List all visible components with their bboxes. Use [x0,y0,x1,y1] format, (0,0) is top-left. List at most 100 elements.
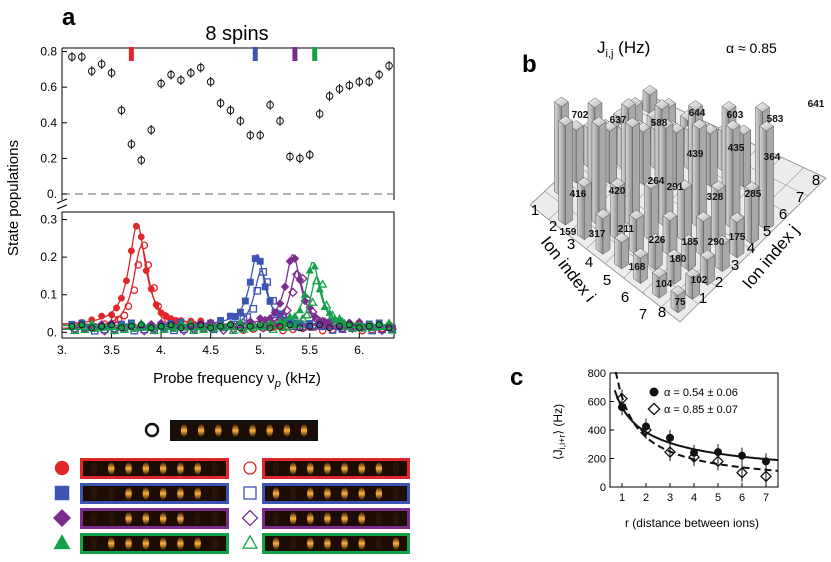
point-green-open [311,275,322,285]
data-point [87,67,96,75]
ion [392,487,400,500]
reference-point [187,322,195,330]
ion [90,512,98,525]
bar-top [610,177,626,189]
ion [272,487,280,500]
bar-top [721,100,737,112]
ion [375,462,383,475]
resonance-marker-red [128,47,134,61]
ion-j-tick: 6 [779,206,787,223]
point-green [290,311,300,320]
c-ytick-label: 600 [588,397,606,409]
bar-side-left [591,121,600,227]
point-green-open [129,323,140,332]
c-ytick-label: 0 [600,482,606,494]
c-xtick-label: 5 [715,492,721,504]
ion [90,537,98,550]
panel-letter-b: b [522,51,537,78]
legend-open-circle-black [144,422,160,438]
legend-marker-blue-filled [54,485,70,501]
a-bottom-xtick-label: 6. [354,343,364,357]
point-purple [290,254,300,263]
ion [142,512,150,525]
a-bottom-ytick-label: 0.1 [40,288,57,302]
c-ytick-label: 200 [588,454,606,466]
ion-i-tick: 3 [567,236,575,253]
bar-value-label: 637 [610,115,627,126]
data-point [335,85,344,93]
ion [341,512,348,525]
ion [324,462,331,475]
b-title-J: J [597,38,606,57]
ion-image-bg [265,511,407,526]
reference-point [227,321,234,329]
point-red-open [134,261,143,269]
reference-point [118,324,125,332]
bar-top [595,208,611,220]
a-top-ytick-label: 0.4 [40,116,57,130]
point-red-open [140,241,149,250]
data-point [78,53,86,61]
point-purple [280,282,290,292]
point-red-open [154,302,162,311]
bar-top [642,84,658,96]
c-ytick-label: 400 [588,425,606,437]
point-green-open [208,323,219,332]
data-point [68,53,76,61]
bar-value-label: 180 [670,254,687,265]
bar-top [654,99,670,110]
bar-top [614,232,630,244]
ion [375,487,383,500]
data-point [147,126,155,134]
c-xtick-label: 4 [691,492,697,504]
a-top-ytick-label: 0.8 [40,45,57,59]
ion-image-bg [83,536,226,551]
bar-top [554,96,569,108]
point-blue-open [308,323,317,331]
ion [194,512,201,525]
fit-alpha-085 [614,372,778,472]
point-green-open [357,322,368,332]
data-point [296,154,304,163]
bar-value-label: 603 [727,110,744,121]
ion [159,512,167,525]
point-blue [261,283,269,291]
panel-a-bottom-plot: 0. 0.1 0.2 0.3 3. 3.5 4. 4.5 5. 5.5 6. [40,211,397,357]
ion [375,512,383,525]
ion [249,424,256,437]
data-point [187,69,195,77]
panel-c-xlabel: r (distance between ions) [625,516,759,530]
bar-value-label: 702 [572,110,589,121]
bar-top [696,211,711,222]
ion [194,537,201,550]
bar-top [591,116,607,128]
bar-top [647,233,663,244]
data-point [206,78,215,86]
ion [272,462,280,475]
ion [90,462,98,475]
a-bottom-xtick-label: 5.5 [301,343,318,357]
ion [324,487,331,500]
reference-point [137,321,145,329]
resonance-marker-blue [252,47,258,61]
ion [358,537,365,550]
ion [159,537,167,550]
reference-point [375,321,383,329]
bar-side-right [576,125,584,184]
bar-value-label: 264 [648,176,665,187]
bar-top [643,178,659,190]
point-green-open [179,322,189,331]
panel-c-ylabel: ⟨Ji,i+r⟩ (Hz) [551,404,567,460]
bar-side-right [565,120,573,226]
point-red-open [150,284,159,292]
ion-i-tick: 8 [658,304,666,321]
point-red [127,247,135,255]
data-point [305,151,314,159]
bar-top [688,100,703,111]
bar-top [685,268,701,279]
ion [177,462,184,475]
ion [307,487,314,500]
point-green [295,305,304,314]
legend-open-diamond [647,402,661,416]
point-red [118,294,125,302]
